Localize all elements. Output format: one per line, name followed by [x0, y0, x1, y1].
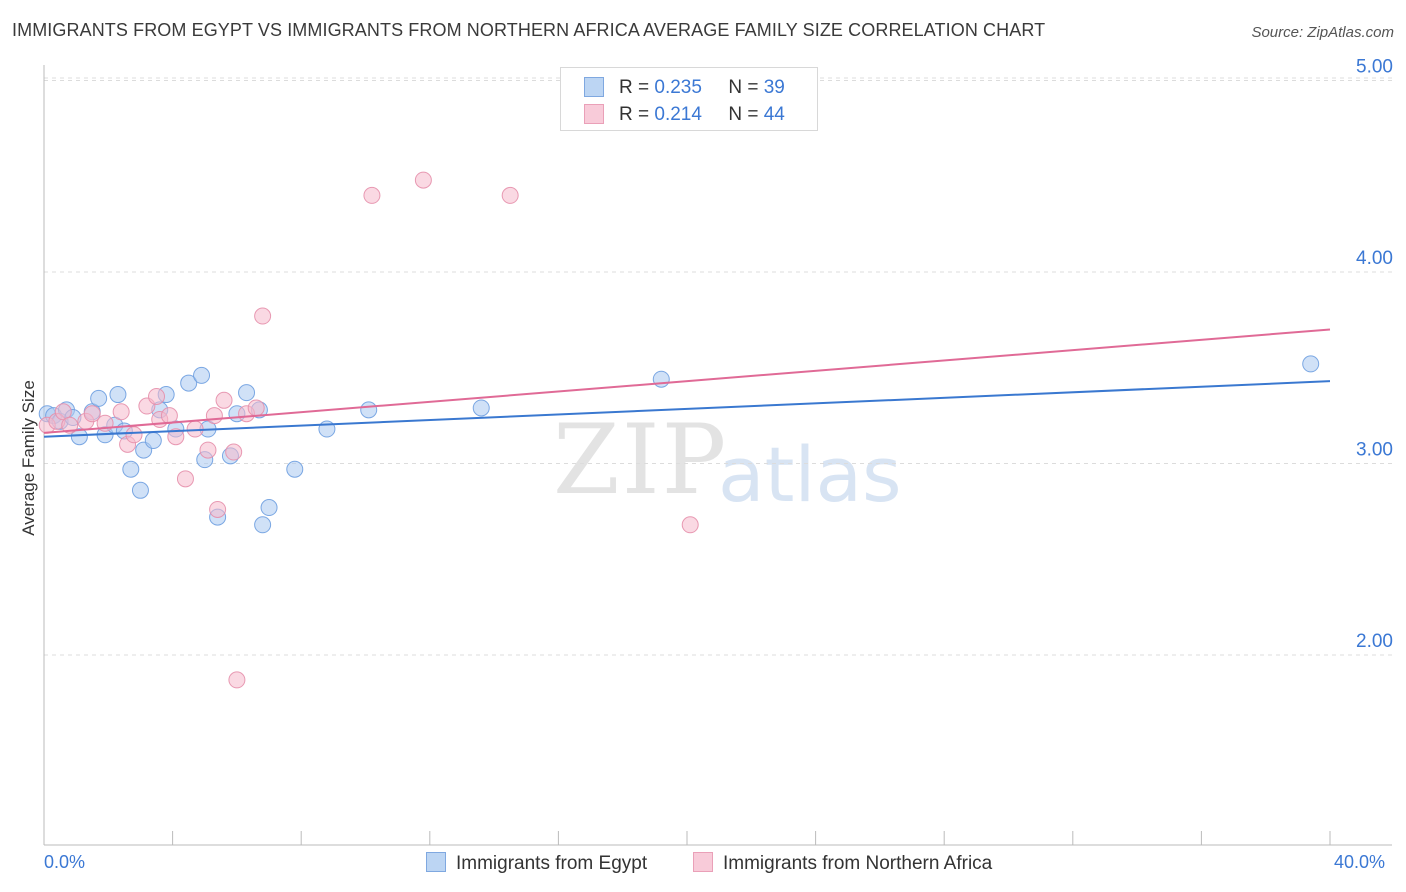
nafrica-r-label: R = [619, 104, 650, 125]
nafrica-point [681, 516, 699, 534]
nafrica-point [167, 428, 185, 446]
nafrica-point [247, 399, 265, 417]
y-tick-label: 2.00 [1356, 631, 1393, 652]
nafrica-point [83, 405, 101, 423]
egypt-swatch [584, 77, 604, 97]
egypt-point [652, 370, 670, 388]
y-axis-label: Average Family Size [19, 380, 38, 536]
egypt-trend-line [43, 380, 1331, 438]
bottom-legend-nafrica: Immigrants from Northern Africa [693, 852, 992, 875]
egypt-n-value: 39 [763, 77, 785, 98]
nafrica-point [61, 416, 79, 434]
nafrica-point [176, 470, 194, 488]
egypt-point [360, 401, 378, 419]
nafrica-n-value: 44 [763, 104, 785, 125]
nafrica-n-label: N = [728, 104, 759, 125]
egypt-point [131, 481, 149, 499]
egypt-legend-swatch [426, 852, 446, 872]
egypt-point [260, 499, 278, 517]
nafrica-point [228, 671, 246, 689]
y-tick-label: 4.00 [1356, 248, 1393, 269]
egypt-r-label: R = [619, 77, 650, 98]
egypt-legend-label: Immigrants from Egypt [456, 853, 648, 874]
egypt-point [122, 460, 140, 478]
y-tick-label: 5.00 [1356, 57, 1393, 78]
nafrica-point [112, 403, 130, 421]
egypt-point [144, 432, 162, 450]
watermark-zip: ZIP [553, 404, 729, 516]
nafrica-point [209, 500, 227, 518]
x-tick-min: 0.0% [44, 852, 86, 872]
egypt-point [238, 384, 256, 402]
egypt-point [193, 366, 211, 384]
nafrica-r-value: 0.214 [654, 104, 702, 125]
nafrica-point [199, 441, 217, 459]
nafrica-legend-label: Immigrants from Northern Africa [723, 853, 993, 874]
nafrica-point [363, 186, 381, 204]
nafrica-point [414, 171, 432, 189]
y-tick-label: 3.00 [1356, 440, 1393, 461]
nafrica-point [148, 387, 166, 405]
source-label: Source: ZipAtlas.com [1251, 24, 1394, 41]
egypt-n-label: N = [728, 77, 759, 98]
x-tick-max: 40.0% [1334, 852, 1386, 872]
egypt-point [70, 428, 88, 446]
nafrica-swatch [584, 104, 604, 124]
nafrica-point [501, 186, 519, 204]
nafrica-point [254, 307, 272, 325]
bottom-legend-egypt: Immigrants from Egypt [426, 852, 647, 875]
egypt-point [254, 516, 272, 534]
nafrica-point [125, 426, 143, 444]
egypt-point [472, 399, 490, 417]
nafrica-point [205, 407, 223, 425]
egypt-point [109, 386, 127, 404]
correlation-legend: R = 0.235 N = 39 R = 0.214 N = 44 [560, 67, 818, 131]
nafrica-trend-line [43, 328, 1331, 434]
nafrica-point [215, 391, 233, 409]
egypt-point [90, 389, 108, 407]
egypt-r-value: 0.235 [654, 77, 702, 98]
egypt-point [286, 460, 304, 478]
nafrica-point [225, 443, 243, 461]
egypt-point [180, 374, 198, 392]
nafrica-legend-swatch [693, 852, 713, 872]
chart-title: IMMIGRANTS FROM EGYPT VS IMMIGRANTS FROM… [12, 20, 1046, 40]
nafrica-point [160, 407, 178, 425]
watermark-atlas: atlas [718, 430, 902, 519]
egypt-point [1302, 355, 1320, 373]
